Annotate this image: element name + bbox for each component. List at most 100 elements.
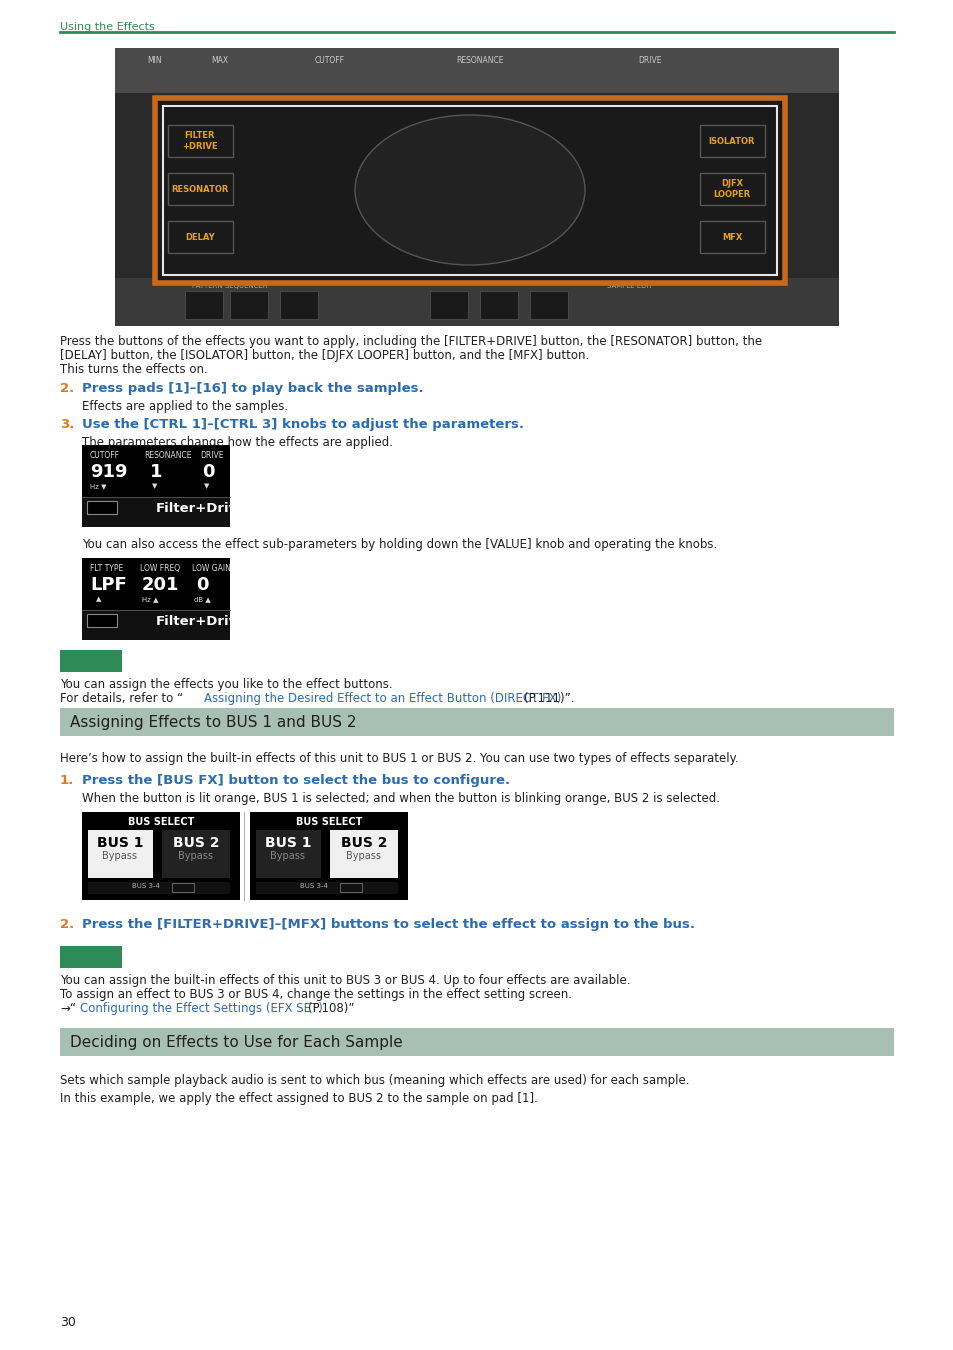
Bar xyxy=(168,221,233,252)
Text: Hz ▼: Hz ▼ xyxy=(90,483,107,489)
Text: MEMO: MEMO xyxy=(67,652,115,666)
Text: ▲: ▲ xyxy=(96,595,101,602)
Text: Hz ▲: Hz ▲ xyxy=(142,595,158,602)
Text: You can assign the effects you like to the effect buttons.: You can assign the effects you like to t… xyxy=(60,678,393,691)
Text: BUS 1: BUS 1 xyxy=(265,836,311,850)
Text: 1.: 1. xyxy=(60,774,74,787)
Text: Deciding on Effects to Use for Each Sample: Deciding on Effects to Use for Each Samp… xyxy=(70,1035,402,1050)
Bar xyxy=(60,946,122,968)
Text: DRIVE: DRIVE xyxy=(638,55,661,65)
Bar xyxy=(154,99,784,284)
Text: BUS 1: BUS 1 xyxy=(96,836,143,850)
Text: Press the buttons of the effects you want to apply, including the [FILTER+DRIVE]: Press the buttons of the effects you wan… xyxy=(60,335,761,348)
Bar xyxy=(60,1027,893,1056)
Text: ISOLATOR: ISOLATOR xyxy=(708,136,755,146)
Text: Bypass: Bypass xyxy=(346,850,381,861)
Text: 0: 0 xyxy=(202,463,214,481)
Text: LPF: LPF xyxy=(90,576,127,594)
Text: RESONANCE: RESONANCE xyxy=(144,451,192,460)
Text: RESONANCE: RESONANCE xyxy=(456,55,503,65)
Text: This turns the effects on.: This turns the effects on. xyxy=(60,363,208,377)
Bar xyxy=(255,830,320,878)
Text: 3.: 3. xyxy=(60,418,74,431)
Text: FLT TYPE: FLT TYPE xyxy=(90,564,123,572)
Bar xyxy=(168,126,233,157)
Text: DJFX
LOOPER: DJFX LOOPER xyxy=(713,180,750,198)
Text: Press pads [1]–[16] to play back the samples.: Press pads [1]–[16] to play back the sam… xyxy=(82,382,423,396)
Text: RESONATOR: RESONATOR xyxy=(172,185,229,193)
Text: dB ▲: dB ▲ xyxy=(193,595,211,602)
Bar xyxy=(172,883,193,892)
Text: ON: ON xyxy=(177,884,188,890)
Text: Effects are applied to the samples.: Effects are applied to the samples. xyxy=(82,400,288,413)
Bar xyxy=(115,278,838,325)
Text: LOW GAIN: LOW GAIN xyxy=(192,564,231,572)
Bar xyxy=(700,221,764,252)
Bar xyxy=(339,883,361,892)
Text: BUS 1: BUS 1 xyxy=(91,502,112,508)
Bar xyxy=(250,811,408,900)
Text: For details, refer to “: For details, refer to “ xyxy=(60,693,183,705)
Bar xyxy=(115,49,838,93)
Text: Assigning Effects to BUS 1 and BUS 2: Assigning Effects to BUS 1 and BUS 2 xyxy=(70,716,356,730)
Bar xyxy=(154,99,784,284)
Text: Press the [BUS FX] button to select the bus to configure.: Press the [BUS FX] button to select the … xyxy=(82,774,510,787)
Bar xyxy=(163,107,776,275)
Text: In this example, we apply the effect assigned to BUS 2 to the sample on pad [1].: In this example, we apply the effect ass… xyxy=(60,1092,537,1106)
Bar xyxy=(82,446,230,526)
Text: When the button is lit orange, BUS 1 is selected; and when the button is blinkin: When the button is lit orange, BUS 1 is … xyxy=(82,792,720,805)
Text: DRIVE: DRIVE xyxy=(200,451,223,460)
Text: (P.108)”: (P.108)” xyxy=(308,1002,355,1015)
Text: Sets which sample playback audio is sent to which bus (meaning which effects are: Sets which sample playback audio is sent… xyxy=(60,1075,689,1087)
Bar xyxy=(185,292,223,319)
Bar xyxy=(87,501,117,514)
Text: ▼: ▼ xyxy=(204,483,209,489)
Text: Bypass: Bypass xyxy=(102,850,137,861)
Text: 0: 0 xyxy=(195,576,209,594)
Text: BUS 3-4: BUS 3-4 xyxy=(299,883,328,890)
Text: BUS 2: BUS 2 xyxy=(340,836,387,850)
Text: Bypass: Bypass xyxy=(271,850,305,861)
Bar xyxy=(700,173,764,205)
Bar xyxy=(162,830,230,878)
Text: Bypass: Bypass xyxy=(178,850,213,861)
Bar xyxy=(60,649,122,672)
Text: (P.111)”.: (P.111)”. xyxy=(523,693,574,705)
Text: BUS 1: BUS 1 xyxy=(91,616,112,621)
Bar xyxy=(700,126,764,157)
Bar xyxy=(88,830,152,878)
Text: ⬒Roland: ⬒Roland xyxy=(430,182,509,200)
Text: 2.: 2. xyxy=(60,918,74,932)
Text: MIN: MIN xyxy=(148,55,162,65)
Bar xyxy=(115,49,838,325)
Bar xyxy=(82,558,230,640)
Text: Filter+Drive: Filter+Drive xyxy=(156,502,247,514)
Bar xyxy=(330,830,397,878)
Text: ▼: ▼ xyxy=(152,483,157,489)
Text: SAMPLE EDIT: SAMPLE EDIT xyxy=(606,284,652,289)
Text: You can assign the built-in effects of this unit to BUS 3 or BUS 4. Up to four e: You can assign the built-in effects of t… xyxy=(60,973,630,987)
Text: LOW FREQ: LOW FREQ xyxy=(140,564,180,572)
Text: ON: ON xyxy=(345,884,355,890)
Bar xyxy=(479,292,517,319)
Text: CUTOFF: CUTOFF xyxy=(314,55,345,65)
Text: 2.: 2. xyxy=(60,382,74,396)
Text: 201: 201 xyxy=(142,576,179,594)
Bar xyxy=(60,707,893,736)
Text: DELAY: DELAY xyxy=(185,232,214,242)
Text: BUS SELECT: BUS SELECT xyxy=(295,817,362,828)
Bar xyxy=(280,292,317,319)
Text: MAX: MAX xyxy=(212,55,229,65)
Text: Here’s how to assign the built-in effects of this unit to BUS 1 or BUS 2. You ca: Here’s how to assign the built-in effect… xyxy=(60,752,738,765)
Text: Use the [CTRL 1]–[CTRL 3] knobs to adjust the parameters.: Use the [CTRL 1]–[CTRL 3] knobs to adjus… xyxy=(82,418,523,431)
Ellipse shape xyxy=(355,115,584,265)
Text: BUS 3-4: BUS 3-4 xyxy=(132,883,160,890)
Text: BUS 2: BUS 2 xyxy=(172,836,219,850)
Text: BUS SELECT: BUS SELECT xyxy=(128,817,194,828)
Text: 919: 919 xyxy=(90,463,128,481)
Text: PATTERN SEQUENCER: PATTERN SEQUENCER xyxy=(192,284,268,289)
Text: CUTOFF: CUTOFF xyxy=(90,451,120,460)
Text: [DELAY] button, the [ISOLATOR] button, the [DJFX LOOPER] button, and the [MFX] b: [DELAY] button, the [ISOLATOR] button, t… xyxy=(60,350,589,362)
Bar xyxy=(255,882,397,894)
Text: Configuring the Effect Settings (EFX SET): Configuring the Effect Settings (EFX SET… xyxy=(80,1002,322,1015)
